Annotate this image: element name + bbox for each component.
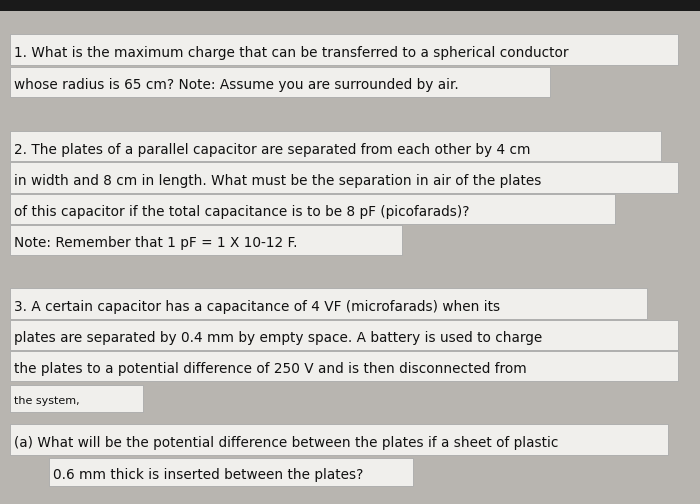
FancyBboxPatch shape [10, 131, 661, 161]
Bar [0, 0, 700, 11]
Text: whose radius is 65 cm? Note: Assume you are surrounded by air.: whose radius is 65 cm? Note: Assume you … [14, 78, 458, 92]
Text: (a) What will be the potential difference between the plates if a sheet of plast: (a) What will be the potential differenc… [14, 436, 559, 450]
FancyBboxPatch shape [10, 351, 678, 381]
FancyBboxPatch shape [10, 225, 402, 255]
Text: the system,: the system, [14, 396, 80, 406]
FancyBboxPatch shape [10, 320, 678, 350]
FancyBboxPatch shape [10, 194, 615, 224]
FancyBboxPatch shape [10, 288, 647, 319]
Text: 2. The plates of a parallel capacitor are separated from each other by 4 cm: 2. The plates of a parallel capacitor ar… [14, 143, 531, 157]
FancyBboxPatch shape [10, 67, 550, 97]
Text: 3. A certain capacitor has a capacitance of 4 VF (microfarads) when its: 3. A certain capacitor has a capacitance… [14, 300, 500, 314]
FancyBboxPatch shape [10, 162, 678, 193]
FancyBboxPatch shape [10, 34, 678, 65]
Text: of this capacitor if the total capacitance is to be 8 pF (picofarads)?: of this capacitor if the total capacitan… [14, 205, 470, 219]
Text: Note: Remember that 1 pF = 1 X 10-12 F.: Note: Remember that 1 pF = 1 X 10-12 F. [14, 236, 298, 250]
FancyBboxPatch shape [49, 458, 413, 486]
Text: the plates to a potential difference of 250 V and is then disconnected from: the plates to a potential difference of … [14, 362, 526, 376]
Text: plates are separated by 0.4 mm by empty space. A battery is used to charge: plates are separated by 0.4 mm by empty … [14, 331, 542, 345]
Text: 0.6 mm thick is inserted between the plates?: 0.6 mm thick is inserted between the pla… [53, 468, 363, 482]
FancyBboxPatch shape [10, 385, 143, 412]
FancyBboxPatch shape [10, 424, 668, 455]
Text: in width and 8 cm in length. What must be the separation in air of the plates: in width and 8 cm in length. What must b… [14, 174, 541, 188]
Text: 1. What is the maximum charge that can be transferred to a spherical conductor: 1. What is the maximum charge that can b… [14, 46, 568, 60]
